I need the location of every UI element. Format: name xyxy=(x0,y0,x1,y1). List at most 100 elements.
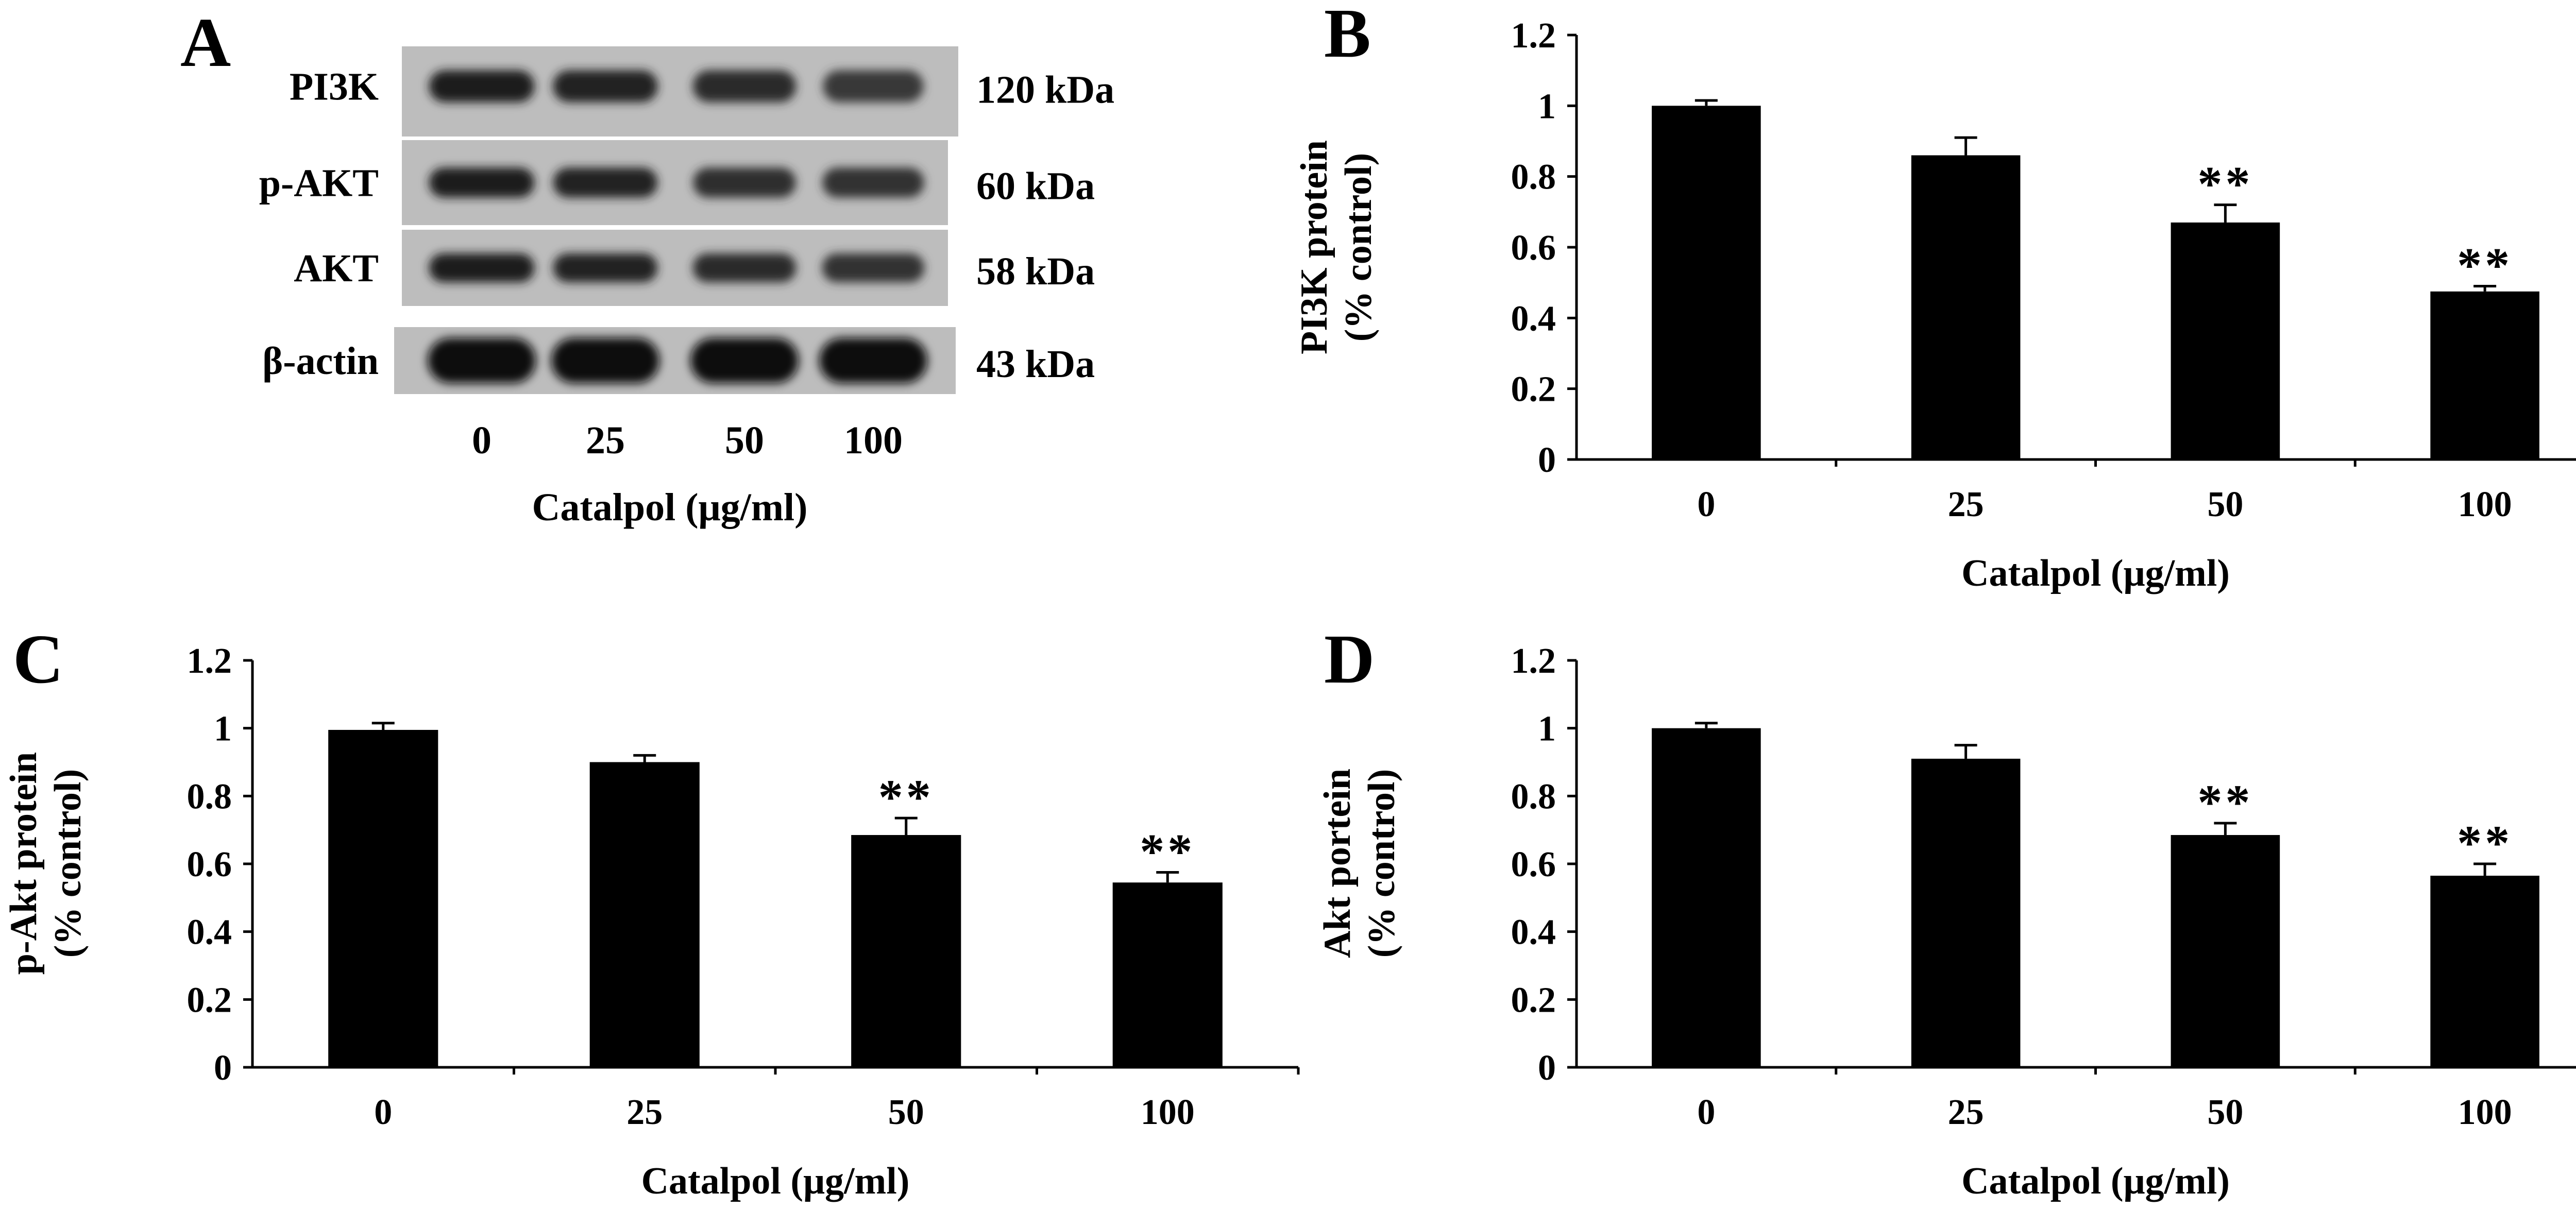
x-tick-label: 100 xyxy=(2458,1093,2512,1132)
blot-band xyxy=(429,70,535,103)
significance-marker: ** xyxy=(2457,815,2513,871)
blot-lane-label: 100 xyxy=(844,419,903,462)
blot-protein-label: AKT xyxy=(294,247,379,290)
bar xyxy=(1911,758,2021,1067)
y-tick-label: 1.2 xyxy=(187,641,232,681)
panel-letter: B xyxy=(1324,0,1371,72)
y-axis-title-line1: Akt portein xyxy=(1316,769,1359,958)
blot-band xyxy=(690,338,799,383)
x-axis-title: Catalpol (μg/ml) xyxy=(1961,552,2230,594)
x-tick-label: 0 xyxy=(1697,485,1715,524)
bar xyxy=(1911,155,2021,459)
blot-band xyxy=(819,338,927,383)
y-tick-label: 0.4 xyxy=(1511,299,1556,338)
blot-band xyxy=(429,167,535,198)
panel-letter: C xyxy=(13,621,63,698)
y-axis-title-line1: PI3K protein xyxy=(1293,140,1335,354)
blot-x-axis-title: Catalpol (μg/ml) xyxy=(532,486,808,529)
y-tick-label: 0.8 xyxy=(187,777,232,816)
blot-band xyxy=(553,167,658,198)
blot-band xyxy=(551,338,659,383)
y-axis-title-line2: (% control) xyxy=(1361,769,1403,958)
bar xyxy=(1652,106,1761,460)
x-tick-label: 25 xyxy=(626,1093,663,1132)
y-tick-label: 0 xyxy=(1538,1048,1556,1088)
significance-marker: ** xyxy=(1140,824,1195,879)
significance-marker: ** xyxy=(2197,775,2253,830)
significance-marker: ** xyxy=(2457,238,2513,293)
y-axis-title-line1: p-Akt protein xyxy=(3,752,45,975)
panel-letter: D xyxy=(1324,621,1375,698)
akt-bar-chart: D 0 0.2 0.4 0.6 0.8 1 1.2 0 25 ** 50 ** 100 Catalpol (… xyxy=(1316,621,2576,1202)
blot-lane-label: 50 xyxy=(725,419,764,462)
x-tick-label: 25 xyxy=(1948,1093,1984,1132)
blot-band xyxy=(428,338,536,383)
y-tick-label: 0.8 xyxy=(1511,777,1556,816)
bar xyxy=(851,835,961,1067)
x-tick-label: 50 xyxy=(2207,485,2243,524)
blot-size-label: 60 kDa xyxy=(976,165,1095,208)
blot-band xyxy=(693,167,796,198)
blot-size-label: 58 kDa xyxy=(976,250,1095,293)
bar xyxy=(2171,835,2280,1067)
bar xyxy=(2430,876,2539,1067)
significance-marker: ** xyxy=(878,770,934,825)
x-tick-label: 100 xyxy=(1141,1093,1195,1132)
pi3k-bar-chart: B 0 0.2 0.4 0.6 0.8 1 1.2 0 25 ** 50 ** 100 Catalpol (… xyxy=(1293,0,2576,594)
blot-lane-label: 25 xyxy=(586,419,625,462)
y-axis-title-line2: (% control) xyxy=(1337,153,1380,342)
x-tick-label: 0 xyxy=(374,1093,392,1132)
blot-band xyxy=(823,70,924,103)
x-tick-label: 25 xyxy=(1948,485,1984,524)
y-tick-label: 1.2 xyxy=(1511,16,1556,56)
western-blot-panel: A PI3K 120 kDa p-AKT 60 kDa AKT 58 kDa β-actin 4… xyxy=(180,4,1114,529)
blot-protein-label: p-AKT xyxy=(259,162,379,205)
blot-lane-label: 0 xyxy=(472,419,492,462)
blot-band xyxy=(692,253,796,282)
y-axis-title-line2: (% control) xyxy=(47,769,89,958)
blot-band xyxy=(553,70,658,103)
blot-band xyxy=(553,253,658,282)
bar xyxy=(589,762,700,1067)
blot-band xyxy=(822,253,925,282)
y-tick-label: 0.4 xyxy=(187,913,232,952)
bar xyxy=(1652,728,1761,1067)
panel-letter-a: A xyxy=(180,4,231,81)
y-tick-label: 0 xyxy=(1538,440,1556,480)
y-tick-label: 0.2 xyxy=(187,980,232,1020)
blot-band xyxy=(429,253,535,282)
bar xyxy=(2171,222,2280,459)
bar xyxy=(328,729,438,1067)
y-tick-label: 1 xyxy=(214,709,232,749)
x-axis-title: Catalpol (μg/ml) xyxy=(641,1160,910,1202)
y-tick-label: 0.2 xyxy=(1511,980,1556,1020)
y-tick-label: 0.6 xyxy=(1511,845,1556,884)
y-axis-title: p-Akt protein(% control) xyxy=(3,752,89,975)
y-axis-title: Akt portein(% control) xyxy=(1316,769,1403,958)
bar xyxy=(1112,882,1223,1067)
blot-band xyxy=(692,70,796,103)
bar xyxy=(2430,291,2539,459)
y-tick-label: 0.8 xyxy=(1511,158,1556,197)
blot-size-label: 120 kDa xyxy=(976,69,1114,112)
p-akt-bar-chart: C 0 0.2 0.4 0.6 0.8 1 1.2 0 25 ** 50 ** 100 Catalpol (… xyxy=(3,621,1300,1202)
significance-marker: ** xyxy=(2197,157,2253,212)
y-tick-label: 0 xyxy=(214,1048,232,1088)
blot-protein-label: β-actin xyxy=(262,339,379,383)
blot-band xyxy=(822,167,924,198)
x-axis-title: Catalpol (μg/ml) xyxy=(1961,1160,2230,1202)
y-tick-label: 0.6 xyxy=(187,845,232,884)
x-tick-label: 0 xyxy=(1697,1093,1715,1132)
y-tick-label: 0.6 xyxy=(1511,228,1556,268)
y-axis-title: PI3K protein(% control) xyxy=(1293,140,1380,354)
y-tick-label: 1 xyxy=(1538,709,1556,749)
y-tick-label: 0.2 xyxy=(1511,370,1556,410)
y-tick-label: 0.4 xyxy=(1511,913,1556,952)
blot-protein-label: PI3K xyxy=(290,65,379,109)
x-tick-label: 50 xyxy=(888,1093,924,1132)
x-tick-label: 100 xyxy=(2458,485,2512,524)
y-tick-label: 1.2 xyxy=(1511,641,1556,681)
y-tick-label: 1 xyxy=(1538,87,1556,126)
blot-size-label: 43 kDa xyxy=(976,343,1095,386)
